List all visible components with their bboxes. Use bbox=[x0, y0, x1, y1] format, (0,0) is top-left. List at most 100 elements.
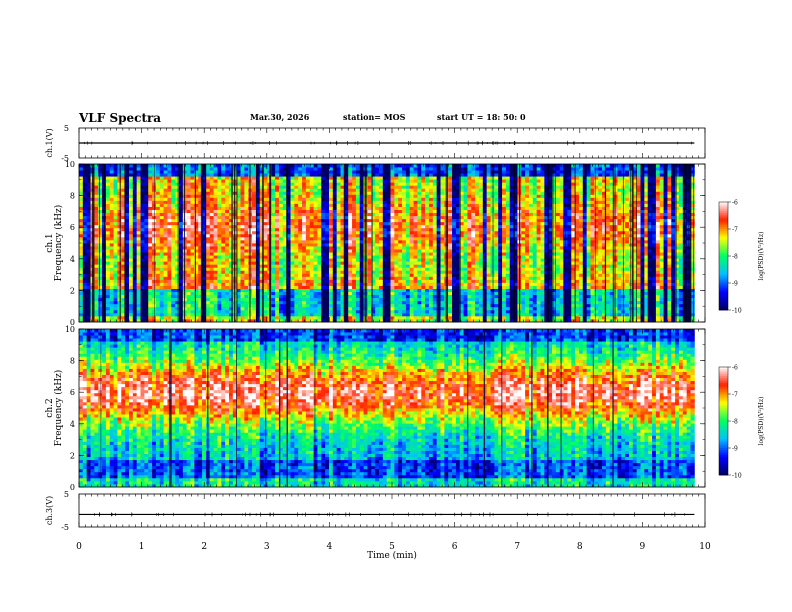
ch1-spectrogram-cell bbox=[236, 246, 241, 250]
ch1-spectrogram-cell bbox=[302, 264, 307, 268]
ch1-spectrogram-cell bbox=[136, 227, 141, 232]
ch1-spectrogram-cell bbox=[129, 200, 134, 204]
ch1-spectrogram-cell bbox=[205, 173, 211, 177]
ch1-spectrogram-cell bbox=[278, 239, 284, 244]
ch1-spectrogram-cell bbox=[348, 218, 353, 223]
ch1-spectrogram-cell bbox=[271, 197, 276, 201]
ch1-spectrogram-cell bbox=[194, 246, 199, 250]
ch1-spectrogram-cell bbox=[402, 215, 407, 220]
ch1-spectrogram-cell bbox=[302, 282, 307, 286]
ch1-spectrogram-cell bbox=[278, 306, 284, 311]
ch1-spectrogram-cell bbox=[155, 282, 161, 286]
ch1-spectrogram-cell bbox=[152, 206, 157, 210]
ch1-spectrogram-cell bbox=[86, 276, 91, 280]
ch1-spectrogram-cell bbox=[225, 230, 230, 235]
ch1-spectrogram-cell bbox=[413, 297, 418, 302]
ch1-spectrogram-cell bbox=[202, 230, 207, 235]
ch1-spectrogram-cell bbox=[152, 218, 157, 223]
ch1-spectrogram-cell bbox=[325, 203, 330, 207]
ch1-spectrogram-cell bbox=[378, 203, 384, 207]
ch1-spectrogram-cell bbox=[190, 164, 195, 168]
ch1-spectrogram-cell bbox=[194, 182, 199, 186]
ch1-spectrogram-cell bbox=[252, 188, 257, 192]
ch1-spectrogram-cell bbox=[244, 197, 249, 201]
ch1-spectrogram-cell bbox=[255, 200, 261, 204]
ch1-spectrogram-cell bbox=[163, 203, 168, 207]
ch1-spectrogram-cell bbox=[129, 218, 134, 223]
ch1-spectrogram-cell bbox=[252, 303, 257, 308]
ch1-spectrogram-cell bbox=[252, 288, 257, 293]
ch1-spectrogram-cell bbox=[86, 249, 91, 253]
ch1-spectrogram-cell bbox=[282, 282, 288, 286]
ch1-spectrogram-cell bbox=[348, 230, 353, 235]
ch1-spectrogram-cell bbox=[144, 227, 149, 232]
ch1-spectrogram-cell bbox=[144, 209, 149, 214]
ch1-spectrogram-cell bbox=[290, 194, 295, 198]
ch1-spectrogram-cell bbox=[125, 255, 130, 259]
ch1-spectrogram-cell bbox=[325, 167, 330, 171]
ch1-spectrogram-cell bbox=[348, 167, 353, 171]
ch1-spectrogram-cell bbox=[340, 209, 345, 214]
ch1-spectrogram-cell bbox=[86, 221, 91, 226]
ch1-spectrogram-cell bbox=[129, 215, 134, 220]
ch1-spectrogram-cell bbox=[159, 206, 165, 210]
ch1-spectrogram-cell bbox=[175, 288, 180, 293]
ch1-spectrogram-cell bbox=[386, 230, 391, 235]
ch1-spectrogram-cell bbox=[136, 294, 141, 299]
ch1-spectrogram-cell bbox=[179, 212, 184, 217]
ch1-spectrogram-cell bbox=[236, 164, 241, 168]
ch1-spectrogram-cell bbox=[355, 306, 361, 311]
ch1-spectrogram-cell bbox=[390, 239, 395, 244]
ch1-spectrogram-cell bbox=[405, 264, 411, 268]
ch1-spectrogram-cell bbox=[186, 200, 191, 204]
ch1-spectrogram-cell bbox=[294, 191, 299, 195]
ch1-spectrogram-cell bbox=[398, 300, 403, 305]
ch1-spectrogram-cell bbox=[136, 246, 141, 250]
ch1-spectrogram-cell bbox=[79, 267, 84, 271]
ch1-spectrogram-cell bbox=[205, 191, 211, 195]
ch1-spectrogram-cell bbox=[290, 318, 295, 323]
ch1-spectrogram-cell bbox=[367, 167, 372, 171]
ch1-spectrogram-cell bbox=[390, 276, 395, 280]
ch1-spectrogram-cell bbox=[344, 239, 349, 244]
ch1-spectrogram-cell bbox=[425, 282, 430, 286]
ch1-spectrogram-cell bbox=[94, 285, 99, 289]
ch1-spectrogram-cell bbox=[375, 200, 380, 204]
ch1-spectrogram-cell bbox=[359, 236, 365, 241]
ch1-spectrogram-cell bbox=[413, 173, 418, 177]
ch1-spectrogram-cell bbox=[328, 239, 334, 244]
ch1-spectrogram-cell bbox=[425, 270, 430, 274]
ch1-spectrogram-cell bbox=[179, 194, 184, 198]
ch1-spectrogram-cell bbox=[117, 294, 122, 299]
ch1-spectrogram-cell bbox=[159, 303, 165, 308]
ch1-spectrogram-cell bbox=[144, 252, 149, 256]
ch1-spectrogram-cell bbox=[294, 258, 299, 262]
ch1-spectrogram-cell bbox=[225, 303, 230, 308]
ch1-spectrogram-cell bbox=[94, 236, 99, 241]
ch1-spectrogram-cell bbox=[340, 167, 345, 171]
ch1-spectrogram-cell bbox=[417, 197, 422, 201]
ch1-spectrogram-cell bbox=[109, 230, 115, 235]
ch1-spectrogram-cell bbox=[205, 282, 211, 286]
ch1-spectrogram-cell bbox=[155, 167, 161, 171]
ch1-spectrogram-cell bbox=[105, 221, 111, 226]
ch1-spectrogram-cell bbox=[275, 164, 280, 168]
ch1-spectrogram-cell bbox=[290, 273, 295, 277]
ch1-spectrogram-cell bbox=[417, 252, 422, 256]
ch1-spectrogram-cell bbox=[225, 309, 230, 314]
ch1-spectrogram-cell bbox=[105, 315, 111, 320]
ch1-spectrogram-cell bbox=[298, 255, 303, 259]
ch1-spectrogram-cell bbox=[417, 282, 422, 286]
ch1-spectrogram-cell bbox=[209, 218, 215, 223]
ch1-spectrogram-cell bbox=[167, 185, 172, 189]
ch1-spectrogram-cell bbox=[317, 246, 322, 250]
ch1-spectrogram-cell bbox=[398, 312, 403, 317]
ch1-spectrogram-cell bbox=[340, 261, 345, 265]
ch1-spectrogram-cell bbox=[336, 279, 341, 283]
ch1-spectrogram-cell bbox=[302, 294, 307, 299]
ch1-spectrogram-cell bbox=[113, 285, 118, 289]
ch1-spectrogram-cell bbox=[386, 291, 391, 296]
ch1-spectrogram-cell bbox=[82, 243, 88, 247]
ch1-spectrogram-cell bbox=[167, 164, 172, 168]
ch1-spectrogram-cell bbox=[402, 288, 407, 293]
